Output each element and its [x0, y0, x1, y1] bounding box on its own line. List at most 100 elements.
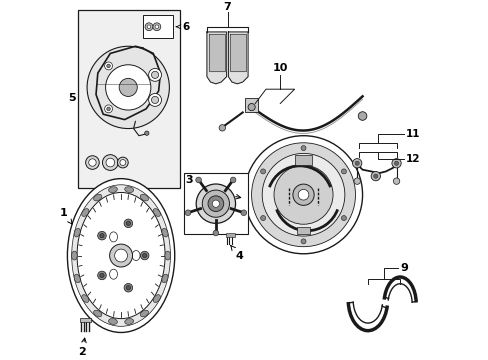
- Circle shape: [120, 159, 125, 166]
- Ellipse shape: [140, 310, 148, 317]
- Circle shape: [106, 64, 110, 68]
- Circle shape: [88, 159, 96, 166]
- Ellipse shape: [164, 251, 170, 260]
- Circle shape: [212, 200, 219, 207]
- Bar: [78, 10, 180, 188]
- Ellipse shape: [162, 228, 168, 237]
- Circle shape: [196, 184, 235, 223]
- Circle shape: [373, 174, 377, 178]
- Circle shape: [105, 65, 150, 110]
- Text: 8: 8: [222, 190, 240, 200]
- Circle shape: [119, 78, 137, 96]
- Bar: [244, 98, 258, 112]
- Circle shape: [114, 249, 127, 262]
- Circle shape: [394, 161, 398, 165]
- Circle shape: [219, 125, 225, 131]
- Bar: [183, 173, 247, 234]
- Circle shape: [244, 136, 362, 254]
- Bar: [80, 318, 91, 323]
- Circle shape: [292, 184, 313, 205]
- Circle shape: [100, 273, 104, 278]
- Text: 3: 3: [185, 175, 192, 185]
- Circle shape: [140, 251, 149, 260]
- Text: 7: 7: [223, 2, 231, 12]
- Text: 10: 10: [272, 63, 287, 73]
- Bar: [294, 154, 312, 165]
- Circle shape: [126, 285, 130, 290]
- Ellipse shape: [74, 228, 80, 237]
- Circle shape: [251, 143, 355, 247]
- Text: 6: 6: [176, 22, 189, 32]
- Ellipse shape: [124, 187, 133, 193]
- Ellipse shape: [124, 319, 133, 324]
- Bar: [142, 15, 173, 39]
- Circle shape: [124, 219, 132, 228]
- Polygon shape: [208, 34, 224, 71]
- Circle shape: [109, 244, 132, 267]
- Ellipse shape: [140, 194, 148, 201]
- Circle shape: [144, 131, 149, 135]
- Circle shape: [87, 46, 169, 129]
- Ellipse shape: [93, 310, 102, 317]
- Circle shape: [153, 23, 161, 31]
- Circle shape: [260, 169, 265, 174]
- Text: 5: 5: [68, 93, 75, 103]
- Ellipse shape: [153, 295, 160, 302]
- Circle shape: [124, 283, 132, 292]
- Ellipse shape: [74, 274, 80, 283]
- Circle shape: [148, 94, 161, 106]
- Text: 12: 12: [405, 154, 419, 164]
- Circle shape: [142, 253, 146, 258]
- Circle shape: [370, 171, 380, 181]
- Circle shape: [145, 23, 153, 31]
- Polygon shape: [206, 32, 226, 84]
- Ellipse shape: [109, 232, 117, 242]
- Bar: [297, 227, 309, 234]
- Circle shape: [301, 239, 305, 244]
- Ellipse shape: [67, 179, 174, 333]
- Ellipse shape: [162, 274, 168, 283]
- Circle shape: [352, 159, 361, 168]
- Circle shape: [85, 156, 99, 169]
- Circle shape: [230, 177, 236, 183]
- Circle shape: [202, 190, 229, 217]
- Circle shape: [341, 216, 346, 221]
- Ellipse shape: [77, 193, 165, 319]
- Circle shape: [207, 196, 224, 212]
- Ellipse shape: [153, 209, 160, 216]
- Text: 1: 1: [60, 208, 72, 224]
- Circle shape: [241, 210, 246, 216]
- Ellipse shape: [93, 194, 102, 201]
- Circle shape: [213, 230, 218, 236]
- Ellipse shape: [81, 295, 89, 302]
- Polygon shape: [230, 34, 246, 71]
- Circle shape: [273, 165, 332, 224]
- Circle shape: [106, 107, 110, 111]
- Circle shape: [126, 221, 130, 225]
- Circle shape: [392, 178, 399, 184]
- Circle shape: [117, 157, 128, 168]
- Circle shape: [148, 68, 161, 81]
- Circle shape: [298, 189, 308, 200]
- Circle shape: [100, 234, 104, 238]
- Circle shape: [391, 159, 400, 168]
- Circle shape: [185, 210, 190, 216]
- Circle shape: [155, 25, 158, 28]
- Ellipse shape: [108, 319, 117, 324]
- Ellipse shape: [109, 269, 117, 279]
- Bar: [225, 233, 234, 237]
- Text: 4: 4: [230, 246, 243, 261]
- Circle shape: [341, 169, 346, 174]
- Circle shape: [353, 178, 360, 184]
- Ellipse shape: [71, 251, 77, 260]
- Ellipse shape: [132, 251, 140, 261]
- Circle shape: [147, 25, 150, 28]
- Circle shape: [354, 161, 359, 165]
- Circle shape: [98, 231, 106, 240]
- Circle shape: [104, 62, 112, 70]
- Ellipse shape: [72, 185, 170, 326]
- Ellipse shape: [81, 209, 89, 216]
- Circle shape: [151, 96, 158, 104]
- Circle shape: [301, 145, 305, 150]
- Circle shape: [260, 216, 265, 221]
